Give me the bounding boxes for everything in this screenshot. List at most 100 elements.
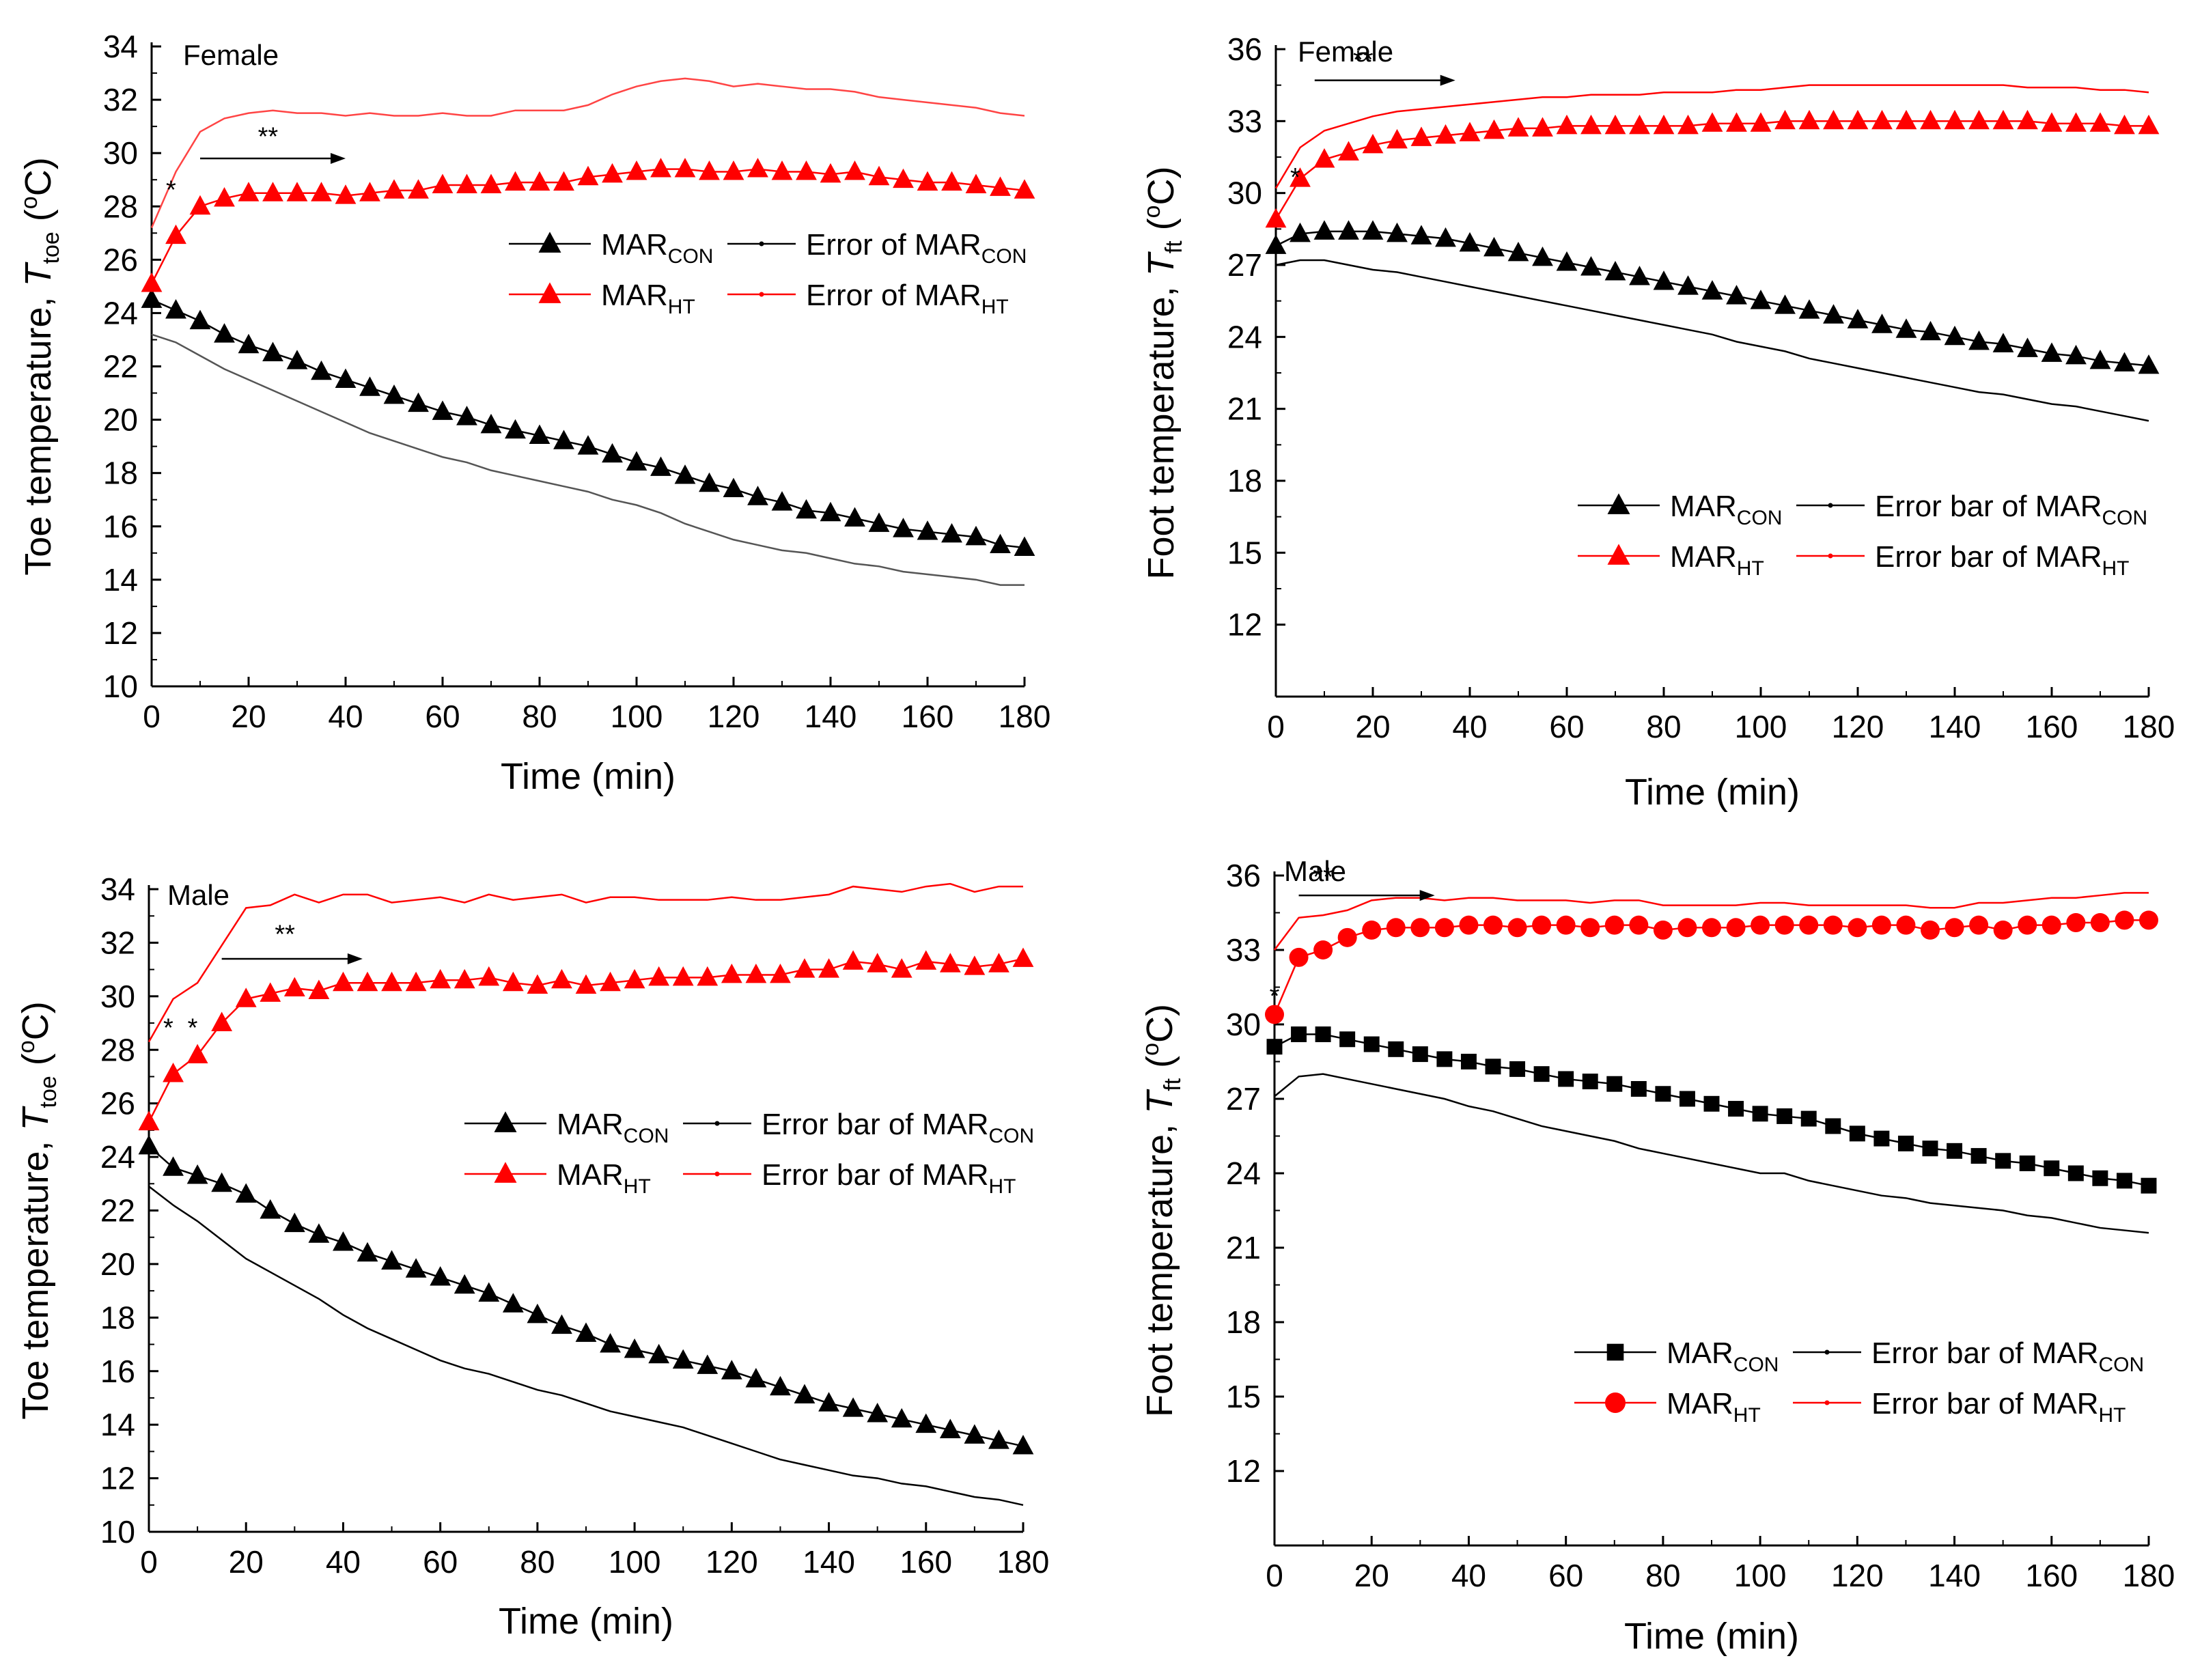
- data-point: [1014, 179, 1035, 199]
- x-tick-label: 80: [522, 699, 557, 734]
- y-tick-label: 32: [100, 925, 135, 960]
- legend-label: MARHT: [1670, 540, 1764, 580]
- data-point: [308, 979, 330, 999]
- data-point: [1726, 285, 1747, 305]
- legend-label-subscript: CON: [1737, 507, 1783, 529]
- arrow-head-icon: [1440, 74, 1455, 86]
- legend-label-subscript: HT: [1733, 1404, 1761, 1427]
- data-point: [770, 1375, 791, 1396]
- legend-error-subscript: HT: [2102, 557, 2130, 580]
- legend-label-subscript: HT: [668, 296, 695, 318]
- data-point: [527, 1303, 548, 1324]
- data-point: [1507, 241, 1529, 262]
- y-tick-label: 14: [103, 562, 138, 598]
- series-line: [151, 298, 1025, 549]
- legend-error-subscript: CON: [989, 1125, 1035, 1147]
- data-point: [2018, 915, 2037, 935]
- data-point: [891, 958, 912, 978]
- chart-panel-male-toe: 10 12 14 16 18 20 22 24 26 28 30 32 34 0 20 40 60 80 100 12…: [14, 871, 1049, 1642]
- data-point: [1338, 141, 1359, 160]
- data-point: [359, 182, 380, 201]
- y-axis-label: Toe temperature, Ttoe (oC): [16, 157, 64, 575]
- data-point: [575, 974, 597, 994]
- data-point: [1848, 918, 1867, 938]
- data-point: [383, 384, 405, 404]
- data-point: [1012, 947, 1034, 967]
- legend-label-text: MAR: [557, 1158, 624, 1192]
- arrow-head-icon: [1419, 890, 1435, 901]
- legend-error-subscript: HT: [989, 1175, 1016, 1198]
- x-tick-label: 0: [1267, 709, 1285, 744]
- data-point: [505, 171, 526, 191]
- data-point: [214, 187, 235, 207]
- data-point: [1532, 117, 1553, 137]
- legend-marker: [1606, 1343, 1624, 1361]
- legend-error-subscript: HT: [2099, 1404, 2126, 1427]
- legend-label: MARHT: [1667, 1387, 1761, 1427]
- y-tick-label: 27: [1227, 247, 1262, 283]
- data-point: [1388, 1041, 1404, 1057]
- data-point: [2089, 112, 2111, 132]
- legend-label-subscript: HT: [1737, 557, 1764, 580]
- y-axis-label-degree: o: [14, 1040, 40, 1053]
- data-point: [1800, 1110, 1817, 1127]
- y-tick-label: 26: [100, 1086, 135, 1121]
- data-point: [1726, 112, 1747, 132]
- legend-label-text: MAR: [1670, 540, 1737, 574]
- data-point: [335, 184, 357, 204]
- x-tick-label: 120: [706, 1544, 758, 1580]
- data-point: [2066, 913, 2086, 933]
- significance-marker: **: [258, 122, 279, 151]
- data-point: [1363, 1036, 1380, 1052]
- data-point: [2089, 349, 2111, 369]
- significance-marker: **: [275, 920, 295, 949]
- legend-error-text: Error bar of MAR: [1875, 490, 2102, 523]
- data-point: [1362, 133, 1384, 154]
- data-point: [1604, 915, 1624, 935]
- data-point: [1921, 920, 1940, 940]
- series-line: [1275, 259, 2149, 422]
- data-point: [699, 160, 720, 180]
- data-point: [650, 456, 671, 476]
- data-point: [283, 1212, 305, 1233]
- legend-label: MARCON: [601, 228, 713, 268]
- data-point: [1483, 119, 1505, 139]
- x-tick-label: 20: [1355, 709, 1390, 744]
- x-tick-label: 140: [1928, 1558, 1981, 1593]
- data-point: [1362, 220, 1384, 240]
- data-point: [1265, 1005, 1284, 1024]
- data-point: [454, 968, 475, 989]
- data-point: [2114, 352, 2135, 372]
- x-tick-label: 120: [1832, 709, 1884, 744]
- significance-marker: *: [166, 176, 176, 205]
- significance-marker: **: [1313, 863, 1333, 892]
- data-point: [745, 1368, 767, 1388]
- data-point: [2138, 114, 2160, 135]
- y-tick-label: 28: [103, 188, 138, 224]
- data-point: [1485, 1059, 1501, 1075]
- legend-error-dot: [759, 292, 764, 297]
- y-tick-label: 15: [1227, 535, 1262, 570]
- y-tick-label: 12: [1227, 607, 1262, 643]
- x-tick-label: 180: [997, 1544, 1050, 1580]
- data-point: [600, 1333, 621, 1353]
- data-point: [1774, 294, 1796, 314]
- series-line: [1274, 1073, 2149, 1234]
- series-error-of-mar-ht: [148, 882, 1023, 1043]
- data-point: [2138, 354, 2160, 374]
- x-tick-label: 160: [902, 699, 954, 734]
- data-point: [2115, 910, 2134, 930]
- data-point: [626, 451, 647, 471]
- data-point: [990, 533, 1011, 554]
- data-point: [189, 309, 211, 330]
- data-point: [723, 160, 744, 180]
- data-point: [1701, 280, 1723, 300]
- legend-error-dot: [1828, 553, 1833, 559]
- data-point: [1968, 330, 1990, 350]
- data-point: [988, 953, 1009, 972]
- data-point: [480, 173, 502, 193]
- data-point: [1922, 1140, 1938, 1157]
- data-point: [915, 1413, 937, 1433]
- data-point: [286, 182, 308, 201]
- data-point: [721, 963, 742, 983]
